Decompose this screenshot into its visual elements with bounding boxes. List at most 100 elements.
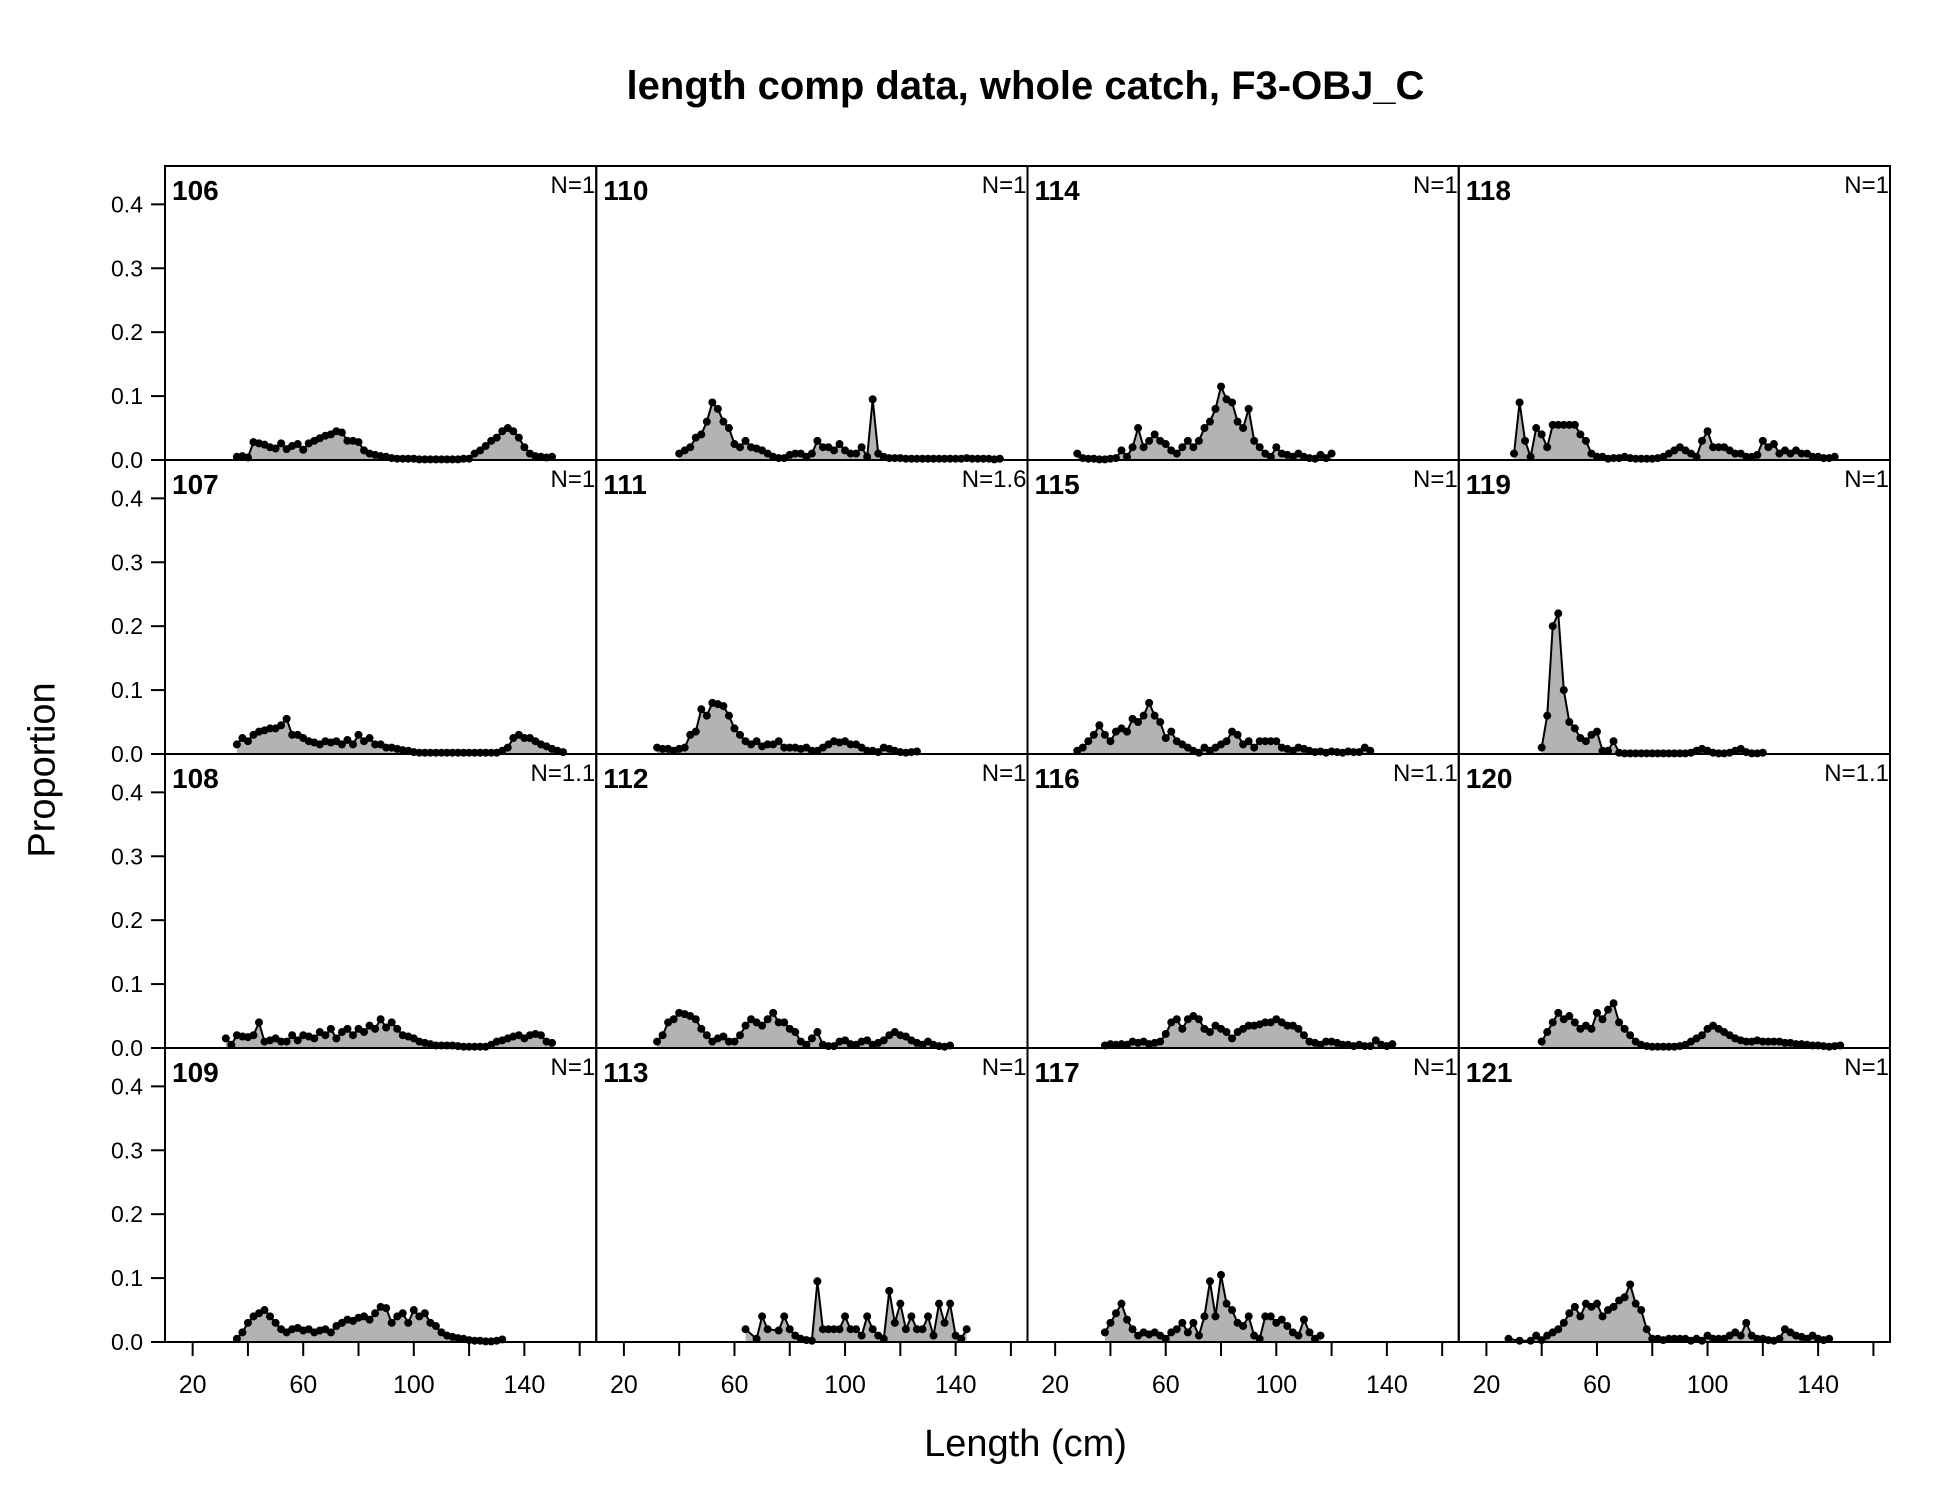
panel-120-point <box>1587 1024 1596 1033</box>
x-tick-label: 140 <box>1366 1371 1408 1399</box>
panel-121-point <box>1664 1334 1673 1343</box>
panel-108-point <box>221 1034 230 1043</box>
panel-117-n-label: N=1 <box>1413 1054 1458 1081</box>
panel-117-point <box>1205 1277 1214 1286</box>
y-tick-label: 0.2 <box>111 907 143 933</box>
panel-114-point <box>1134 424 1143 433</box>
y-tick-label: 0.3 <box>111 1137 143 1163</box>
y-tick-label: 0.1 <box>111 1265 143 1291</box>
panel-113-point <box>818 1325 827 1334</box>
panel-111-area <box>657 702 917 754</box>
y-tick-label: 0.3 <box>111 255 143 281</box>
panel-107-point <box>243 737 252 746</box>
panel-118-point <box>1592 452 1601 461</box>
panel-119-point <box>1581 737 1590 746</box>
panel-115-point <box>1095 721 1104 730</box>
panel-114-area <box>1077 386 1332 460</box>
panel-117-point <box>1266 1312 1275 1321</box>
panel-115-point <box>1266 737 1275 746</box>
panel-114-point <box>1128 443 1137 452</box>
panel-112-point <box>813 1028 822 1037</box>
panel-114-point <box>1123 452 1132 461</box>
panel-115-area <box>1077 702 1371 754</box>
panel-118-point <box>1543 443 1552 452</box>
panel-112-point <box>791 1028 800 1037</box>
panel-120-point <box>1769 1037 1778 1046</box>
panel-110-point <box>724 424 733 433</box>
panel-120-point <box>1742 1037 1751 1046</box>
panel-110-point <box>829 446 838 455</box>
y-tick-label: 0.2 <box>111 1201 143 1227</box>
panel-112-point <box>807 1034 816 1043</box>
panel-112-label: 112 <box>603 763 648 794</box>
panel-109-point <box>260 1306 269 1315</box>
panel-119-point <box>1570 724 1579 733</box>
panel-113-frame <box>595 1047 1029 1343</box>
panel-114-point <box>1183 436 1192 445</box>
panel-113-point <box>752 1334 761 1343</box>
panel-107-label: 107 <box>172 469 219 500</box>
panel-106-frame <box>164 165 598 461</box>
panel-106-point <box>476 446 485 455</box>
panel-121-point <box>1576 1312 1585 1321</box>
panel-106-n-label: N=1 <box>551 172 596 199</box>
panel-120-point <box>1698 1031 1707 1040</box>
panel-116-point <box>1261 1018 1270 1027</box>
panel-108-label: 108 <box>172 763 219 794</box>
panel-119-n-label: N=1 <box>1844 466 1889 493</box>
panel-113-area <box>745 1281 967 1342</box>
panel-121-point <box>1642 1325 1651 1334</box>
panel-114-point <box>1233 417 1242 426</box>
panel-118-point <box>1698 436 1707 445</box>
panel-121-point <box>1753 1334 1762 1343</box>
panel-113-point <box>758 1312 767 1321</box>
panel-111-point <box>730 724 739 733</box>
panel-115-point <box>1222 737 1231 746</box>
panel-106-point <box>492 433 501 442</box>
panel-107-point <box>277 721 286 730</box>
panel-115-frame <box>1026 459 1460 755</box>
panel-115-point <box>1139 711 1148 720</box>
panel-121-point <box>1554 1325 1563 1334</box>
panel-117-point <box>1172 1325 1181 1334</box>
panel-111-point <box>658 744 667 753</box>
panel-109-point <box>398 1309 407 1318</box>
panel-120-point <box>1565 1012 1574 1021</box>
panel-108-frame <box>164 753 598 1049</box>
panel-114-point <box>1327 449 1336 458</box>
y-tick-label: 0.4 <box>111 485 143 511</box>
panel-120-point <box>1554 1008 1563 1017</box>
panel-114-point <box>1266 452 1275 461</box>
panel-113-point <box>807 1336 816 1345</box>
panel-106-point <box>354 438 363 447</box>
panel-111-point <box>863 746 872 755</box>
panel-119-point <box>1559 686 1568 695</box>
panel-115-point <box>1167 727 1176 736</box>
panel-115-point <box>1084 737 1093 746</box>
panel-108-point <box>360 1028 369 1037</box>
panel-116-n-label: N=1.1 <box>1393 760 1458 787</box>
panel-110-point <box>708 398 717 407</box>
panel-120-point <box>1598 1015 1607 1024</box>
panel-115-point <box>1078 743 1087 752</box>
panel-120-point <box>1548 1018 1557 1027</box>
y-tick-label: 0.4 <box>111 1073 143 1099</box>
panel-117-point <box>1117 1299 1126 1308</box>
panel-109-point <box>387 1318 396 1327</box>
panel-108-point <box>393 1024 402 1033</box>
panel-111-frame <box>595 459 1029 755</box>
panel-119-label: 119 <box>1466 469 1511 500</box>
panel-115-point <box>1134 718 1143 727</box>
panel-111-point <box>680 743 689 752</box>
panel-116-point <box>1161 1029 1170 1038</box>
panel-108-point <box>387 1018 396 1027</box>
panel-107-point <box>371 740 380 749</box>
x-tick-label: 20 <box>610 1371 638 1399</box>
panel-111-point <box>846 740 855 749</box>
panel-107-point <box>337 740 346 749</box>
panel-117-point <box>1183 1328 1192 1337</box>
panel-113-point <box>885 1286 894 1295</box>
panel-113-point <box>852 1325 861 1334</box>
panel-116-point <box>1294 1024 1303 1033</box>
